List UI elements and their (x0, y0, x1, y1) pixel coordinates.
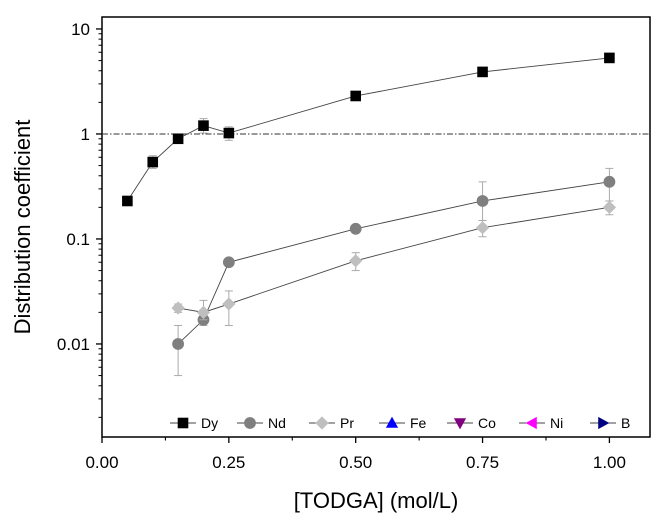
legend-label-b: B (621, 415, 630, 431)
legend-item-pr: Pr (309, 415, 354, 431)
point-dy (350, 90, 362, 102)
legend-label-pr: Pr (340, 415, 354, 431)
legend-marker-b (598, 416, 610, 430)
x-tick-label: 0.00 (85, 453, 118, 472)
x-axis-title: [TODGA] (mol/L) (294, 488, 459, 513)
series-line-pr (178, 206, 610, 313)
x-tick-label: 0.75 (466, 453, 499, 472)
point-pr (171, 301, 185, 315)
point-pr (602, 200, 617, 214)
point-dy (223, 127, 235, 139)
plot-frame (101, 16, 651, 438)
series-pr (171, 200, 617, 326)
legend-label-nd: Nd (268, 415, 286, 431)
point-pr (222, 297, 236, 311)
point-dy (477, 66, 488, 78)
series-line-nd (177, 181, 610, 345)
x-tick-label: 1.00 (593, 453, 626, 472)
x-tick-label: 0.50 (339, 453, 372, 472)
x-tick-label: 0.25 (212, 453, 245, 472)
legend-item-fe: Fe (379, 415, 427, 431)
legend-item-ni: Ni (519, 415, 563, 431)
legend-item-b: B (590, 415, 630, 431)
legend-label-co: Co (478, 415, 496, 431)
point-nd (603, 175, 616, 188)
legend-item-nd: Nd (237, 415, 286, 431)
legend-marker-pr (315, 416, 329, 430)
y-tick-label: 10 (71, 20, 90, 39)
legend-marker-fe (385, 416, 399, 428)
legend-marker-co (453, 418, 467, 430)
y-axis-title: Distribution coefficient (10, 120, 35, 335)
series-dy (122, 52, 615, 207)
point-dy (172, 133, 184, 145)
y-tick-label: 0.01 (57, 335, 90, 354)
legend-label-dy: Dy (201, 415, 218, 431)
legend-item-co: Co (447, 415, 496, 431)
point-dy (122, 195, 133, 207)
point-nd (222, 256, 235, 269)
point-nd (349, 222, 362, 235)
legend-marker-ni (525, 416, 537, 430)
y-tick-label: 1 (81, 125, 90, 144)
legend-marker-nd (244, 417, 256, 429)
legend-label-fe: Fe (410, 415, 427, 431)
point-dy (147, 156, 159, 168)
legend-item-dy: Dy (170, 415, 218, 431)
legend-marker-dy (177, 417, 189, 429)
point-dy (198, 120, 209, 131)
y-tick-label: 0.1 (66, 230, 90, 249)
point-nd (172, 338, 185, 350)
point-nd (476, 195, 489, 207)
series-nd (172, 167, 616, 377)
legend-label-ni: Ni (550, 415, 563, 431)
point-pr (349, 254, 363, 268)
point-pr (196, 305, 211, 319)
point-pr (475, 221, 490, 235)
point-dy (604, 52, 615, 64)
